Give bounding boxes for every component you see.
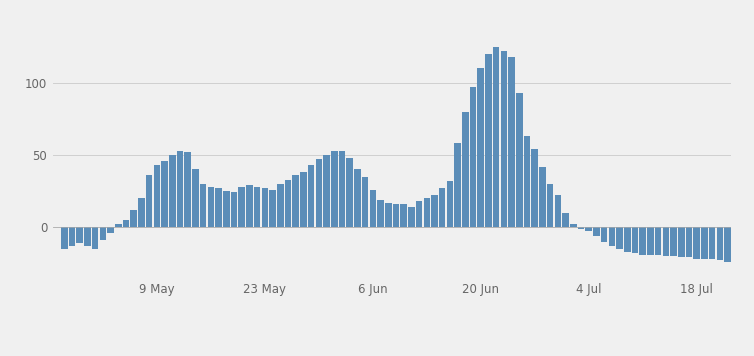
Bar [176, 151, 183, 227]
Bar [694, 227, 700, 259]
Bar [725, 227, 731, 262]
Bar [192, 169, 199, 227]
Bar [323, 155, 329, 227]
Bar [254, 187, 260, 227]
Bar [424, 198, 430, 227]
Bar [100, 227, 106, 240]
Bar [555, 195, 561, 227]
Bar [185, 152, 191, 227]
Bar [685, 227, 692, 257]
Bar [570, 224, 577, 227]
Bar [69, 227, 75, 246]
Bar [269, 190, 276, 227]
Bar [285, 179, 291, 227]
Bar [455, 143, 461, 227]
Bar [377, 200, 384, 227]
Bar [516, 93, 523, 227]
Bar [647, 227, 654, 255]
Bar [578, 227, 584, 229]
Bar [369, 190, 376, 227]
Bar [223, 191, 229, 227]
Bar [354, 169, 360, 227]
Bar [300, 172, 307, 227]
Bar [200, 184, 207, 227]
Bar [462, 112, 469, 227]
Bar [524, 136, 530, 227]
Bar [508, 57, 515, 227]
Bar [539, 167, 546, 227]
Bar [246, 185, 253, 227]
Bar [663, 227, 669, 256]
Bar [308, 165, 314, 227]
Bar [439, 188, 446, 227]
Bar [115, 224, 121, 227]
Bar [331, 151, 338, 227]
Bar [107, 227, 114, 233]
Bar [654, 227, 661, 255]
Bar [231, 193, 238, 227]
Bar [362, 177, 369, 227]
Bar [161, 161, 168, 227]
Bar [92, 227, 99, 249]
Bar [339, 151, 345, 227]
Bar [632, 227, 639, 253]
Bar [670, 227, 677, 256]
Bar [446, 181, 453, 227]
Bar [216, 188, 222, 227]
Bar [400, 204, 407, 227]
Bar [562, 213, 569, 227]
Bar [485, 54, 492, 227]
Bar [716, 227, 723, 260]
Bar [585, 227, 592, 231]
Bar [84, 227, 90, 246]
Bar [238, 187, 245, 227]
Bar [76, 227, 83, 243]
Bar [130, 210, 137, 227]
Bar [293, 175, 299, 227]
Bar [593, 227, 599, 236]
Bar [477, 68, 484, 227]
Bar [601, 227, 608, 242]
Bar [616, 227, 623, 249]
Bar [146, 175, 152, 227]
Bar [470, 87, 477, 227]
Bar [709, 227, 716, 259]
Bar [701, 227, 708, 259]
Bar [624, 227, 630, 252]
Bar [547, 184, 553, 227]
Bar [493, 47, 499, 227]
Bar [169, 155, 176, 227]
Bar [346, 158, 353, 227]
Bar [678, 227, 685, 257]
Bar [408, 207, 415, 227]
Bar [639, 227, 646, 255]
Bar [501, 51, 507, 227]
Bar [138, 198, 145, 227]
Bar [608, 227, 615, 246]
Bar [431, 195, 438, 227]
Bar [315, 159, 322, 227]
Bar [61, 227, 68, 249]
Bar [277, 184, 284, 227]
Bar [393, 204, 399, 227]
Bar [262, 188, 268, 227]
Bar [532, 149, 538, 227]
Bar [123, 220, 130, 227]
Bar [207, 187, 214, 227]
Bar [154, 165, 160, 227]
Bar [385, 203, 391, 227]
Bar [415, 201, 422, 227]
